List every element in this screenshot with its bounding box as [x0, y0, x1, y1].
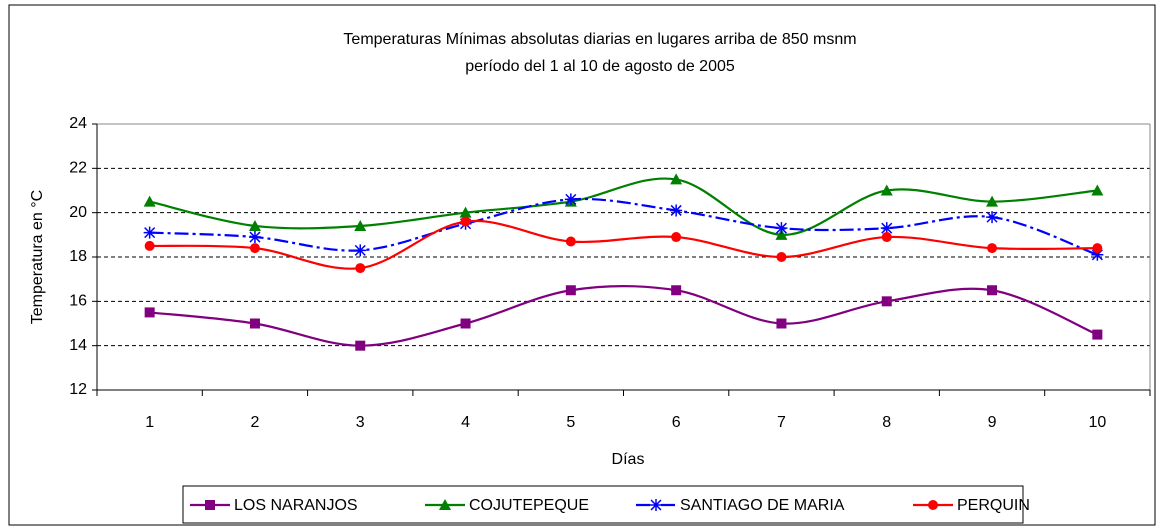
marker	[775, 228, 788, 240]
marker	[775, 222, 788, 235]
x-tick-label: 5	[566, 414, 575, 431]
marker	[143, 226, 156, 239]
marker	[986, 211, 999, 224]
marker	[460, 318, 471, 329]
marker	[987, 243, 998, 254]
marker	[460, 216, 471, 227]
x-tick-label: 4	[461, 414, 470, 431]
marker	[144, 307, 155, 318]
y-tick-label: 24	[69, 115, 87, 132]
marker	[1091, 184, 1104, 196]
marker	[670, 204, 683, 217]
legend-label: COJUTEPEQUE	[469, 497, 589, 514]
y-tick-label: 22	[69, 160, 87, 177]
x-tick-label: 1	[145, 414, 154, 431]
y-tick-label: 16	[69, 293, 87, 310]
marker	[987, 285, 998, 296]
marker	[144, 240, 155, 251]
x-axis-label: Días	[612, 451, 645, 468]
series-line	[149, 285, 1098, 347]
y-tick-label: 18	[69, 248, 87, 265]
marker	[248, 219, 261, 231]
marker	[670, 173, 683, 185]
y-tick-label: 14	[69, 337, 87, 354]
marker	[671, 285, 682, 296]
series-line	[149, 177, 1098, 236]
marker	[650, 499, 662, 511]
marker	[249, 318, 260, 329]
chart-border	[8, 4, 1156, 526]
y-axis-label: Temperatura en °C	[29, 190, 46, 324]
x-tick-label: 6	[672, 414, 681, 431]
marker	[143, 195, 156, 207]
marker	[565, 285, 576, 296]
legend-label: LOS NARANJOS	[234, 497, 358, 514]
chart-subtitle: período del 1 al 10 de agosto de 2005	[465, 58, 735, 75]
marker	[881, 232, 892, 243]
marker	[355, 263, 366, 274]
marker	[776, 318, 787, 329]
x-tick-label: 3	[356, 414, 365, 431]
marker	[249, 243, 260, 254]
series-line	[149, 219, 1098, 270]
legend-label: PERQUIN	[957, 497, 1030, 514]
x-tick-label: 9	[988, 414, 997, 431]
y-tick-label: 12	[69, 381, 87, 398]
marker	[355, 340, 366, 351]
marker	[671, 232, 682, 243]
marker	[205, 500, 215, 510]
legend-label: SANTIAGO DE MARIA	[680, 497, 845, 514]
series-line	[149, 197, 1098, 256]
chart-title: Temperaturas Mínimas absolutas diarias e…	[343, 31, 856, 48]
x-tick-label: 2	[250, 414, 259, 431]
marker	[1091, 248, 1104, 261]
marker	[881, 296, 892, 307]
marker	[564, 193, 577, 206]
marker	[928, 500, 938, 510]
marker	[1092, 243, 1103, 254]
marker	[354, 219, 367, 231]
marker	[248, 231, 261, 244]
x-tick-label: 10	[1088, 414, 1106, 431]
marker	[565, 236, 576, 247]
marker	[776, 252, 787, 262]
marker	[986, 195, 999, 207]
y-tick-label: 20	[69, 204, 87, 221]
marker	[880, 184, 893, 196]
x-tick-label: 7	[777, 414, 786, 431]
legend-box	[182, 485, 1024, 524]
marker	[880, 222, 893, 235]
x-tick-label: 8	[882, 414, 891, 431]
marker	[439, 499, 451, 510]
marker	[354, 244, 367, 257]
marker	[459, 206, 472, 218]
marker	[1092, 329, 1103, 340]
